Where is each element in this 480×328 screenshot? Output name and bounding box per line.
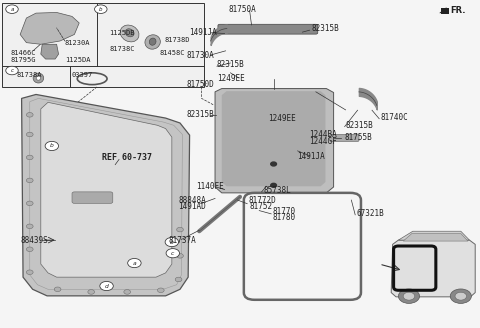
Text: d: d	[105, 283, 108, 289]
Polygon shape	[41, 44, 59, 59]
Circle shape	[157, 288, 164, 293]
Circle shape	[100, 281, 113, 291]
Text: 81730A: 81730A	[186, 51, 214, 60]
Circle shape	[403, 292, 415, 300]
Bar	[2, 3, 204, 87]
FancyBboxPatch shape	[330, 134, 359, 141]
Circle shape	[26, 224, 33, 229]
Bar	[441, 8, 449, 14]
Circle shape	[175, 277, 182, 282]
Text: 1244BA: 1244BA	[310, 130, 337, 139]
Circle shape	[26, 201, 33, 206]
Circle shape	[54, 287, 61, 292]
Text: 81230A: 81230A	[65, 40, 90, 46]
Text: 81755B: 81755B	[345, 133, 372, 142]
Text: 1244GF: 1244GF	[310, 137, 337, 146]
Circle shape	[128, 258, 141, 268]
Polygon shape	[222, 91, 325, 186]
Text: 1140FE: 1140FE	[196, 182, 224, 191]
Circle shape	[95, 5, 107, 13]
Text: 81466C: 81466C	[11, 51, 36, 56]
Circle shape	[45, 141, 59, 151]
Polygon shape	[439, 7, 446, 13]
Polygon shape	[398, 231, 469, 240]
Text: 81750D: 81750D	[186, 80, 214, 89]
Circle shape	[271, 183, 276, 187]
Circle shape	[177, 227, 183, 232]
Text: 1125DB: 1125DB	[109, 31, 135, 36]
Ellipse shape	[33, 73, 44, 83]
Polygon shape	[403, 234, 468, 241]
Ellipse shape	[149, 38, 156, 45]
Polygon shape	[391, 240, 475, 297]
Circle shape	[26, 247, 33, 252]
Circle shape	[26, 270, 33, 275]
Circle shape	[88, 290, 95, 294]
Text: 1249EE: 1249EE	[217, 73, 245, 83]
Text: a: a	[10, 7, 14, 12]
Circle shape	[398, 289, 420, 303]
Circle shape	[455, 292, 467, 300]
Text: 85738L: 85738L	[263, 186, 291, 195]
Circle shape	[165, 237, 179, 247]
Text: b: b	[170, 239, 174, 245]
Circle shape	[177, 254, 183, 258]
Text: b: b	[99, 7, 103, 12]
Polygon shape	[22, 94, 190, 296]
Ellipse shape	[125, 29, 134, 37]
Text: 81738A: 81738A	[17, 72, 42, 78]
Text: 81750A: 81750A	[228, 5, 256, 14]
Text: 81738C: 81738C	[109, 46, 135, 52]
Text: 81458C: 81458C	[159, 50, 185, 56]
Polygon shape	[20, 12, 79, 44]
Circle shape	[26, 132, 33, 137]
Text: 81795G: 81795G	[11, 57, 36, 63]
Text: 1491JA: 1491JA	[297, 152, 324, 161]
Text: 81740C: 81740C	[380, 113, 408, 122]
Text: a: a	[132, 260, 136, 266]
Text: 88439S: 88439S	[20, 236, 48, 245]
Ellipse shape	[120, 25, 139, 42]
Text: 1125DA: 1125DA	[65, 57, 90, 63]
Text: 81737A: 81737A	[169, 236, 197, 245]
Text: c: c	[171, 251, 174, 256]
Circle shape	[271, 162, 276, 166]
Ellipse shape	[145, 35, 160, 49]
Text: 81738D: 81738D	[164, 37, 190, 43]
Polygon shape	[215, 89, 334, 193]
Ellipse shape	[36, 76, 40, 80]
Text: 03397: 03397	[71, 72, 92, 78]
Text: 81772D: 81772D	[249, 196, 276, 205]
Text: 1249EE: 1249EE	[268, 114, 296, 123]
Text: 82315B: 82315B	[311, 24, 339, 33]
Text: b: b	[50, 143, 54, 149]
Text: 81752: 81752	[250, 202, 273, 211]
Text: 88848A: 88848A	[179, 196, 206, 205]
Circle shape	[6, 66, 18, 75]
Text: REF 60-737: REF 60-737	[102, 153, 152, 162]
FancyBboxPatch shape	[72, 192, 113, 203]
Text: c: c	[11, 68, 13, 73]
Text: 81770: 81770	[273, 207, 296, 216]
Text: FR.: FR.	[450, 6, 466, 15]
Circle shape	[26, 178, 33, 183]
Text: 67321B: 67321B	[356, 209, 384, 218]
Circle shape	[450, 289, 471, 303]
Text: 1491AD: 1491AD	[179, 202, 206, 211]
Circle shape	[124, 290, 131, 294]
Text: 82315B: 82315B	[186, 110, 214, 119]
FancyBboxPatch shape	[218, 24, 318, 34]
Polygon shape	[41, 102, 172, 277]
Text: 1491JA: 1491JA	[190, 28, 217, 37]
Text: 81780: 81780	[273, 213, 296, 222]
Circle shape	[26, 113, 33, 117]
Circle shape	[166, 249, 180, 258]
Circle shape	[26, 155, 33, 160]
Text: 82315B: 82315B	[217, 60, 245, 70]
Circle shape	[6, 5, 18, 13]
Text: 82315B: 82315B	[346, 121, 373, 130]
